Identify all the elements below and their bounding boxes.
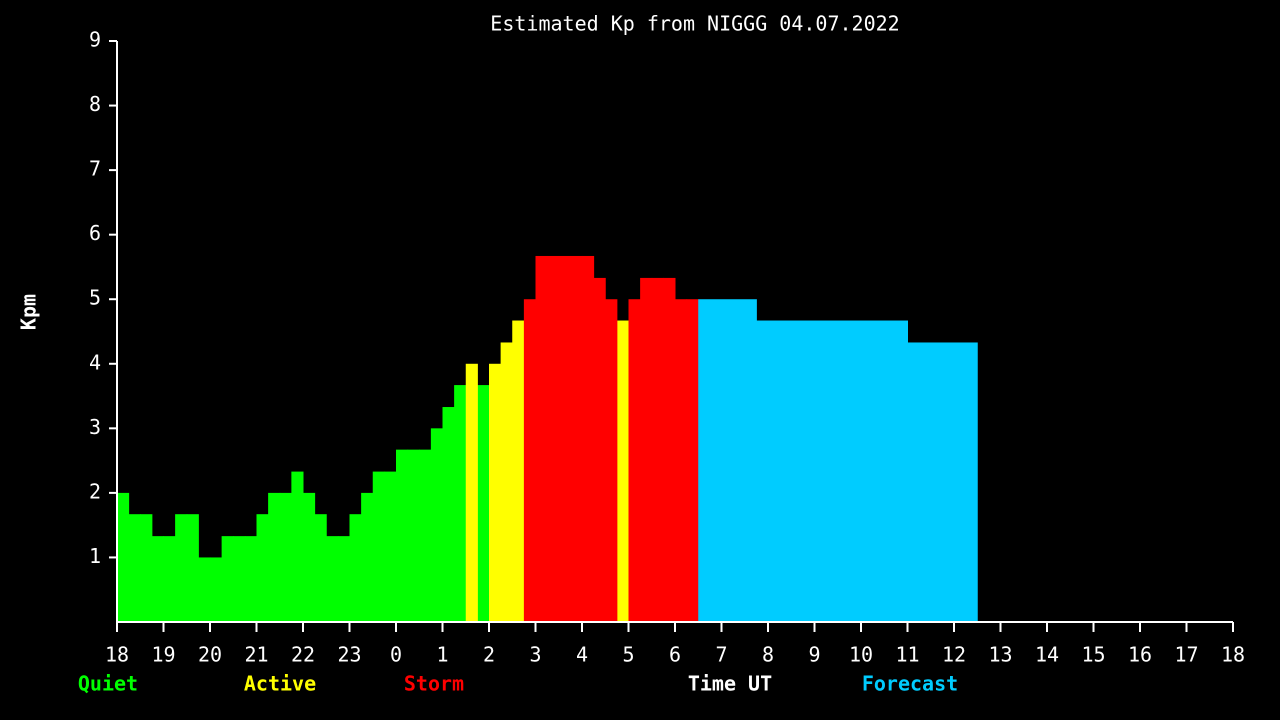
forecast-bar xyxy=(698,299,757,622)
x-tick-label: 21 xyxy=(244,643,268,667)
x-tick-label: 6 xyxy=(669,643,681,667)
bar xyxy=(570,255,583,622)
bar xyxy=(523,299,536,622)
bar xyxy=(512,320,525,622)
legend-label: Storm xyxy=(404,672,464,696)
bar xyxy=(268,492,281,622)
x-tick-label: 3 xyxy=(529,643,541,667)
bar xyxy=(186,514,199,622)
bar xyxy=(361,492,374,622)
bar xyxy=(291,471,304,622)
x-tick-label: 14 xyxy=(1035,643,1059,667)
x-tick-label: 15 xyxy=(1081,643,1105,667)
x-tick-label: 8 xyxy=(762,643,774,667)
x-tick-label: 0 xyxy=(390,643,402,667)
bar xyxy=(349,514,362,622)
bar xyxy=(454,385,467,622)
legend-label: Active xyxy=(244,672,316,696)
legend-label: Forecast xyxy=(862,672,958,696)
bar xyxy=(407,449,420,622)
x-tick-label: 1 xyxy=(436,643,448,667)
x-tick-label: 5 xyxy=(622,643,634,667)
bar xyxy=(419,449,432,622)
bar xyxy=(663,277,676,622)
x-tick-label: 12 xyxy=(942,643,966,667)
x-axis-label: Time UT xyxy=(688,672,772,696)
bar xyxy=(593,277,606,622)
bar xyxy=(198,557,211,622)
x-tick-label: 2 xyxy=(483,643,495,667)
bar xyxy=(244,536,257,622)
bar xyxy=(233,536,246,622)
y-tick-label: 1 xyxy=(89,544,101,568)
bar xyxy=(221,536,234,622)
bar xyxy=(396,449,409,622)
bar xyxy=(442,407,455,622)
y-tick-label: 2 xyxy=(89,479,101,503)
y-tick-label: 8 xyxy=(89,92,101,116)
x-tick-label: 11 xyxy=(895,643,919,667)
x-tick-label: 18 xyxy=(105,643,129,667)
forecast-bar xyxy=(907,342,978,622)
bar xyxy=(128,514,141,622)
chart-title: Estimated Kp from NIGGG 04.07.2022 xyxy=(490,12,899,36)
y-axis-label: Kpm xyxy=(17,294,41,330)
x-tick-label: 7 xyxy=(715,643,727,667)
bar xyxy=(651,277,664,622)
bar xyxy=(640,277,653,622)
bar xyxy=(175,514,188,622)
bar xyxy=(500,342,513,622)
bar xyxy=(686,299,699,622)
bar xyxy=(605,299,618,622)
x-tick-label: 20 xyxy=(198,643,222,667)
bar xyxy=(140,514,153,622)
x-tick-label: 23 xyxy=(337,643,361,667)
x-tick-label: 9 xyxy=(808,643,820,667)
bar xyxy=(628,299,641,622)
y-tick-label: 3 xyxy=(89,415,101,439)
bar xyxy=(465,363,478,622)
x-tick-label: 17 xyxy=(1174,643,1198,667)
x-tick-label: 16 xyxy=(1128,643,1152,667)
bar xyxy=(326,536,339,622)
bar xyxy=(558,255,571,622)
bar xyxy=(489,363,502,622)
bar xyxy=(430,428,443,622)
bar xyxy=(303,492,316,622)
bar xyxy=(279,492,292,622)
x-tick-label: 22 xyxy=(291,643,315,667)
y-tick-label: 7 xyxy=(89,157,101,181)
y-tick-label: 9 xyxy=(89,28,101,52)
x-tick-label: 13 xyxy=(988,643,1012,667)
y-tick-label: 5 xyxy=(89,286,101,310)
y-tick-label: 6 xyxy=(89,221,101,245)
bar xyxy=(547,255,560,622)
bar xyxy=(477,385,490,622)
bar xyxy=(117,492,130,622)
forecast-bar xyxy=(756,320,908,622)
legend-label: Quiet xyxy=(78,672,138,696)
bar xyxy=(314,514,327,622)
x-tick-label: 18 xyxy=(1221,643,1245,667)
bar xyxy=(675,299,688,622)
bar xyxy=(372,471,385,622)
bar xyxy=(384,471,397,622)
bar xyxy=(337,536,350,622)
x-tick-label: 10 xyxy=(849,643,873,667)
bar xyxy=(256,514,269,622)
bar xyxy=(616,320,629,622)
x-tick-label: 4 xyxy=(576,643,588,667)
bar xyxy=(582,255,595,622)
bar xyxy=(535,255,548,622)
bar xyxy=(163,536,176,622)
bar xyxy=(151,536,164,622)
bar xyxy=(210,557,223,622)
y-tick-label: 4 xyxy=(89,350,101,374)
x-tick-label: 19 xyxy=(151,643,175,667)
